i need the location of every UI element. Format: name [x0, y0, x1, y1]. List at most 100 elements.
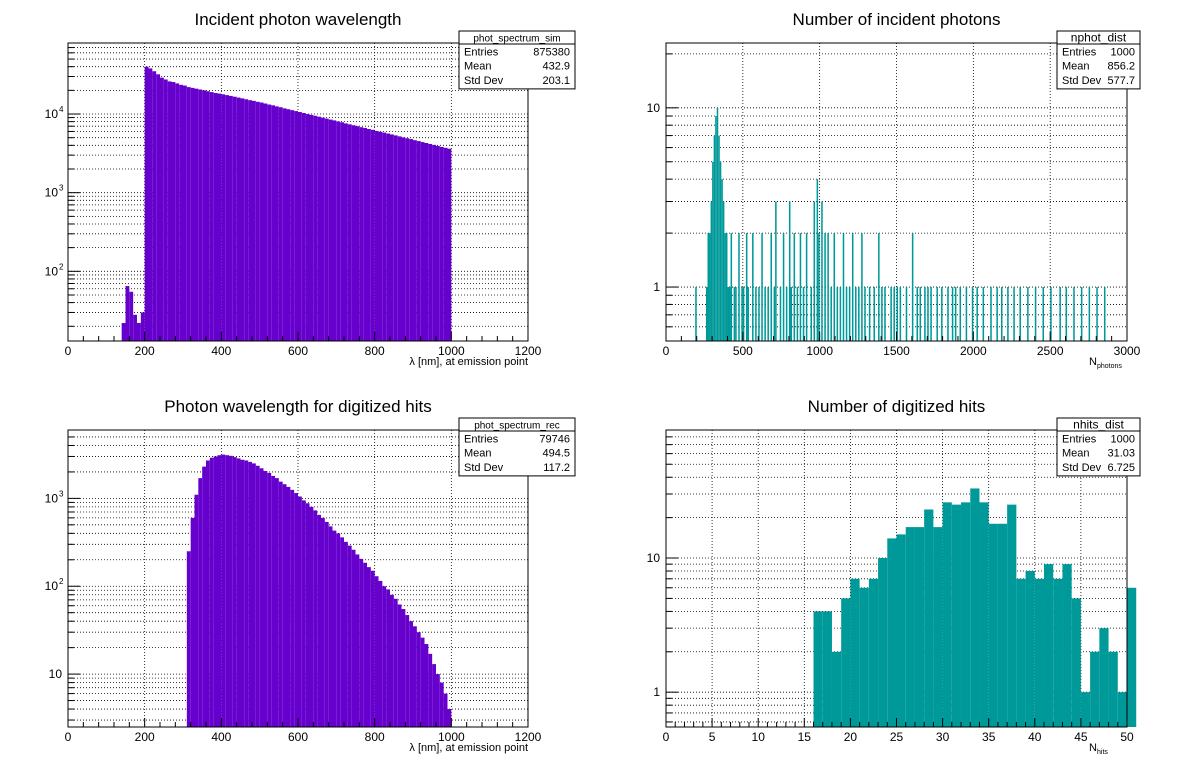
histogram-bar: [924, 287, 926, 341]
histogram-bar: [845, 287, 848, 341]
stats-value: 1000: [1111, 46, 1135, 58]
histogram-bar: [990, 287, 992, 341]
stats-value: 875380: [533, 46, 570, 58]
histogram-bar: [911, 233, 914, 341]
histogram-bar: [813, 201, 816, 341]
histogram-bar: [252, 100, 256, 342]
histogram-bar: [340, 122, 344, 341]
histogram-bar: [271, 105, 275, 341]
histogram-bar: [432, 144, 436, 341]
x-tick-label: 25: [890, 730, 904, 744]
histogram-bar: [916, 287, 919, 341]
histogram-bar: [428, 143, 433, 341]
chart-title: Photon wavelength for digitized hits: [164, 397, 431, 416]
histogram-bar: [890, 287, 892, 341]
x-axis-title: λ [nm], at emission point: [409, 356, 528, 368]
histogram-bar: [259, 468, 264, 727]
stats-label: Std Dev: [464, 462, 504, 474]
histogram-bar: [1007, 287, 1009, 341]
y-tick-label: 10: [49, 667, 63, 681]
histogram-bar: [850, 578, 860, 727]
histogram-bar: [309, 114, 314, 341]
y-tick-label: 10: [45, 579, 59, 593]
histogram-bar: [855, 287, 857, 341]
histogram-bar: [290, 489, 295, 727]
panel-digitized-wavelength: Photon wavelength for digitized hits 0 200…: [45, 397, 576, 754]
histogram-bar: [374, 130, 379, 341]
x-tick-label: 800: [365, 730, 385, 744]
histogram-bar: [121, 323, 126, 341]
x-tick-label: 1200: [515, 730, 542, 744]
histogram-bar: [864, 287, 866, 341]
histogram-bar: [824, 233, 826, 341]
histogram-bar: [313, 510, 318, 727]
x-tick-label: 800: [365, 344, 385, 358]
histogram-bar: [236, 458, 241, 727]
histogram-bar: [818, 233, 820, 341]
histogram-bar: [761, 233, 763, 341]
stats-box-name: phot_spectrum_rec: [474, 421, 560, 432]
histogram-bar: [988, 523, 998, 727]
histogram-bar: [930, 287, 932, 341]
histogram-bar: [286, 109, 291, 341]
histogram-bar: [321, 517, 325, 727]
histogram-bar: [839, 287, 842, 341]
histogram-bar: [351, 125, 356, 342]
histogram-bar: [278, 481, 283, 727]
histogram-bar: [941, 287, 943, 341]
histogram-bar: [183, 85, 187, 341]
histogram-bar: [443, 693, 448, 727]
stats-value: 6.725: [1107, 462, 1135, 474]
histogram-bar: [899, 287, 902, 341]
histogram-bar: [1034, 287, 1037, 341]
histogram-bar: [355, 126, 360, 342]
histogram-bar: [788, 201, 791, 341]
histogram-bar: [1073, 287, 1075, 341]
x-tick-label: 1000: [806, 344, 833, 358]
histogram-bar: [884, 287, 886, 341]
histogram-bar: [194, 88, 199, 342]
histogram-bar: [347, 545, 352, 727]
histogram-bar: [393, 598, 398, 727]
histogram-bar: [255, 101, 260, 341]
histogram-bar: [1090, 651, 1100, 727]
histogram-bar: [374, 576, 379, 727]
histogram-bar: [186, 551, 191, 727]
histogram-bar: [793, 233, 796, 341]
histogram-bar: [198, 478, 203, 727]
histogram-bar: [1059, 287, 1061, 341]
histogram-bar: [409, 621, 413, 727]
histogram-bar: [267, 472, 272, 727]
histogram-bar: [282, 108, 287, 342]
histogram-bar: [805, 233, 808, 341]
histogram-bar: [344, 123, 348, 342]
histogram-bar: [248, 461, 252, 727]
histogram-bar: [796, 287, 799, 341]
histogram-bar: [1108, 651, 1118, 727]
histogram-bar: [822, 611, 832, 727]
histogram-bar: [198, 89, 203, 341]
histogram-bar: [294, 111, 298, 341]
histogram-bar: [275, 106, 279, 342]
histogram-bar: [378, 131, 383, 341]
x-tick-label: 2500: [1037, 344, 1064, 358]
histogram-bar: [727, 287, 730, 341]
histogram-bar: [194, 494, 199, 727]
histogram-bar: [831, 651, 842, 727]
histogram-bar: [773, 287, 776, 341]
histogram-bar: [887, 538, 897, 727]
histogram-bar: [129, 291, 134, 341]
histogram-bar: [859, 587, 869, 727]
x-tick-label: 1000: [438, 344, 465, 358]
histogram-bar: [321, 117, 325, 342]
stats-value: 79746: [539, 433, 570, 445]
histogram-bar: [959, 287, 962, 341]
histogram-bar: [305, 503, 310, 727]
histogram-bar: [156, 74, 160, 342]
histogram-bar: [217, 455, 222, 727]
histogram-bar: [137, 323, 141, 341]
x-tick-label: 600: [288, 344, 308, 358]
